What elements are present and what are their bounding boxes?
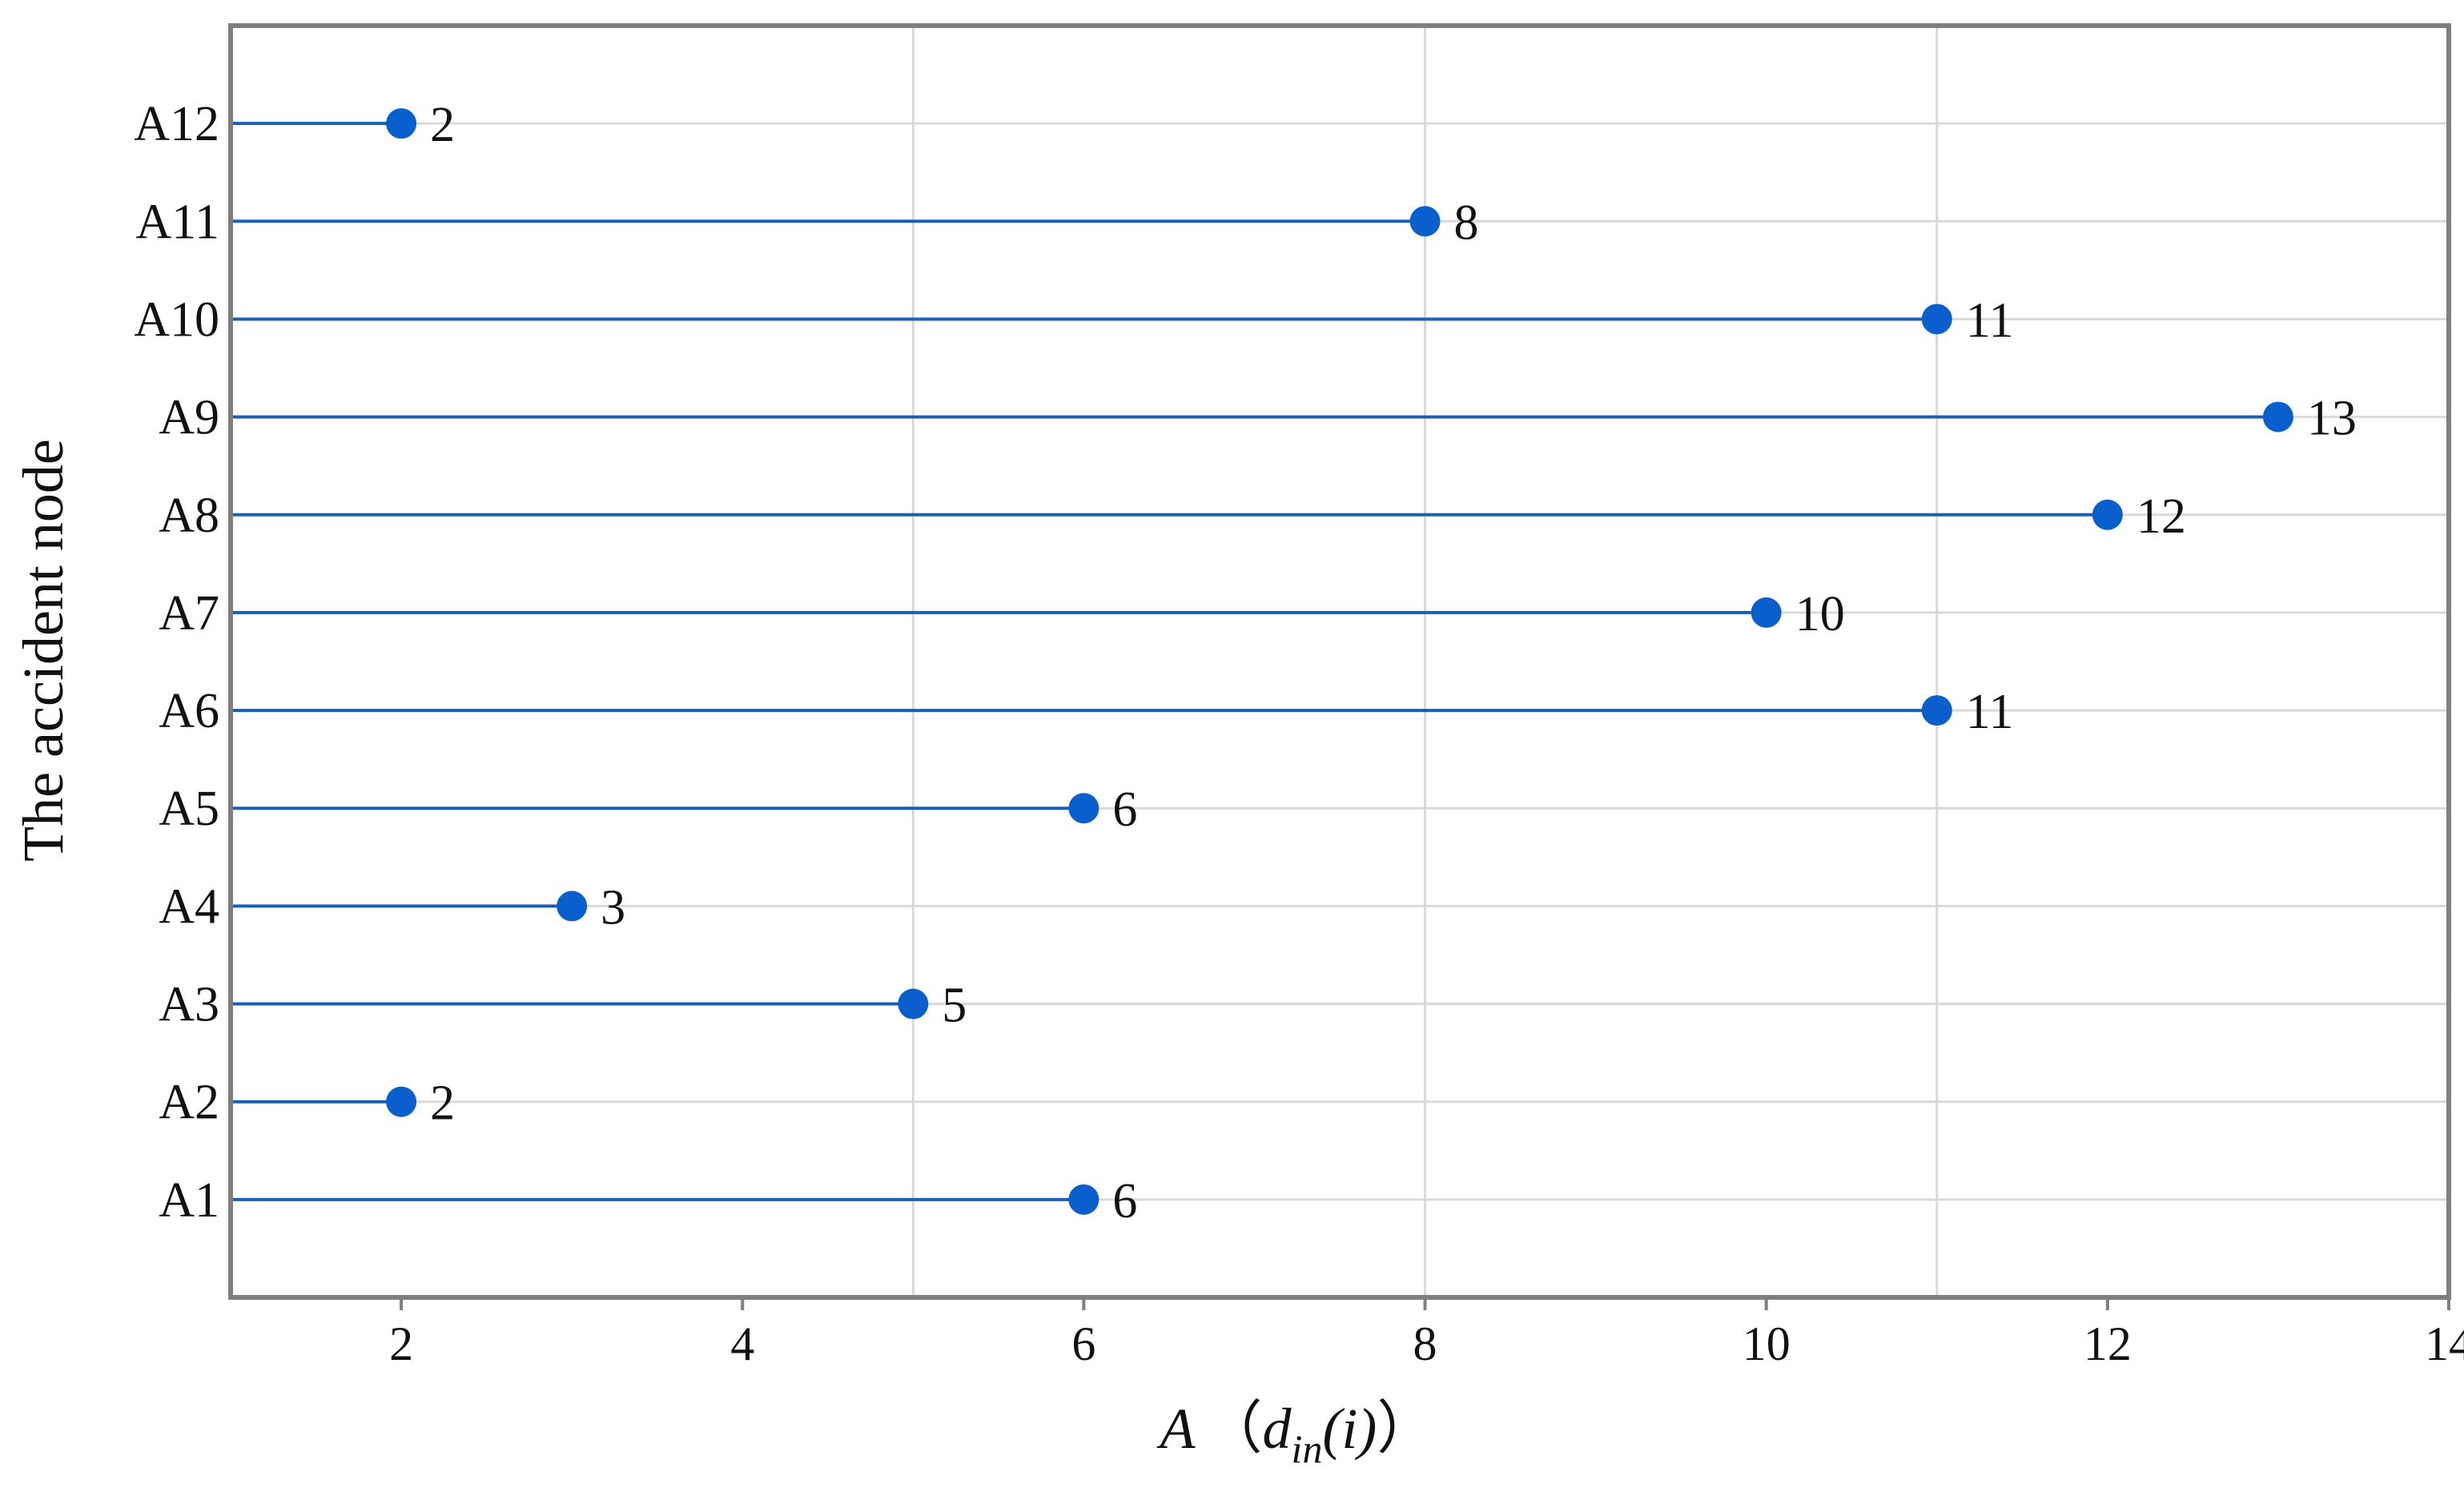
x-tick-label: 10 <box>1742 1317 1791 1370</box>
lollipop-dot <box>386 108 417 139</box>
y-category-label: A8 <box>159 489 219 543</box>
x-title-sub: in <box>1292 1426 1323 1471</box>
data-value-label: 6 <box>1112 782 1137 837</box>
x-tick-label: 12 <box>2084 1317 2132 1370</box>
x-axis-title: A （din(i)） <box>1157 1397 1435 1471</box>
lollipop-dot <box>386 1086 417 1117</box>
y-axis-categories: A1 A2 A3 A4 A5 A6 A7 A8 A9 A10 A11 A12 <box>134 97 219 1228</box>
lollipop-dot <box>898 988 929 1019</box>
data-value-label: 12 <box>2136 489 2186 544</box>
x-title-close: ） <box>1377 1397 1434 1461</box>
data-value-label: 11 <box>1966 293 2014 348</box>
data-value-label: 2 <box>430 98 455 152</box>
data-value-label: 2 <box>430 1076 455 1131</box>
y-category-label: A2 <box>159 1076 219 1130</box>
x-tick-label: 6 <box>1071 1317 1095 1370</box>
x-tick-label: 2 <box>389 1317 413 1370</box>
y-axis-title: The accident node <box>11 439 75 862</box>
lollipop-dot <box>1068 1184 1099 1215</box>
data-value-label: 11 <box>1966 685 2014 739</box>
y-category-label: A4 <box>159 879 219 934</box>
lollipop-dot <box>1068 793 1099 824</box>
y-category-label: A6 <box>159 684 219 738</box>
y-category-label: A10 <box>134 292 219 347</box>
y-category-label: A3 <box>159 978 219 1032</box>
data-value-label: 6 <box>1112 1174 1137 1229</box>
stems <box>231 122 2278 1201</box>
x-title-arg: (i) <box>1322 1397 1377 1461</box>
lollipop-dot <box>1921 695 1952 726</box>
data-value-label: 5 <box>942 979 967 1033</box>
y-category-label: A5 <box>159 782 219 836</box>
lollipop-dot <box>1751 597 1782 628</box>
data-value-label: 8 <box>1454 195 1479 250</box>
x-tick-label: 8 <box>1413 1317 1437 1370</box>
lollipop-dot <box>2092 499 2123 530</box>
lollipop-dot <box>557 891 588 922</box>
lollipop-dot <box>2262 401 2293 432</box>
x-title-open: （ <box>1205 1397 1263 1461</box>
lollipop-dot <box>1921 304 1952 335</box>
data-points <box>386 108 2293 1215</box>
x-tick-label: 4 <box>730 1317 754 1370</box>
y-category-label: A11 <box>136 195 219 249</box>
y-category-label: A7 <box>159 586 219 641</box>
data-value-label: 10 <box>1795 587 1845 641</box>
data-value-label: 3 <box>601 880 625 935</box>
x-title-a: A <box>1157 1397 1196 1461</box>
plot-frame <box>228 23 2451 1300</box>
x-tick-label: 14 <box>2425 1317 2464 1370</box>
y-category-label: A9 <box>159 391 219 445</box>
grid <box>231 26 2449 1297</box>
x-title-d: d <box>1263 1397 1292 1461</box>
x-axis-ticks: 2 4 6 8 10 12 14 <box>389 1297 2464 1370</box>
data-value-label: 13 <box>2307 392 2357 446</box>
data-labels: 6 2 5 3 6 11 10 12 13 11 8 2 <box>430 98 2357 1229</box>
lollipop-dot <box>1409 206 1441 237</box>
y-category-label: A12 <box>134 97 219 151</box>
y-category-label: A1 <box>159 1173 219 1228</box>
